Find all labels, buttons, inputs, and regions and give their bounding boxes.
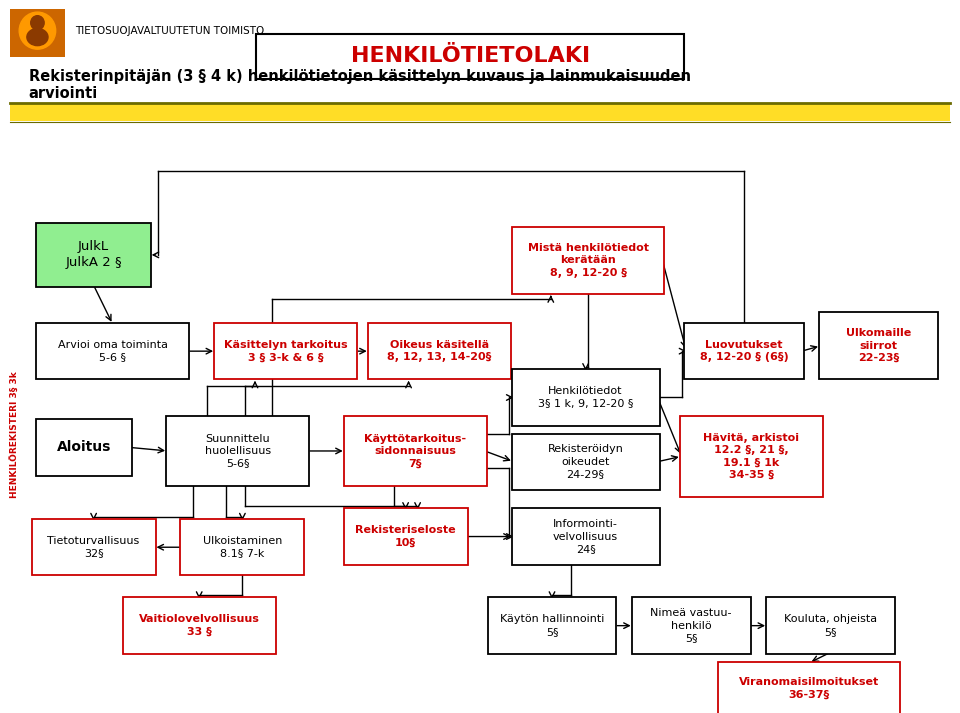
Text: Ulkomaille
siirrot
22-23§: Ulkomaille siirrot 22-23§ [846,329,911,363]
Text: TIETOSUOJAVALTUUTETUN TOIMISTO: TIETOSUOJAVALTUUTETUN TOIMISTO [75,26,264,36]
Bar [10,103,950,121]
Text: Nimeä vastuu-
henkilö
5§: Nimeä vastuu- henkilö 5§ [651,608,732,643]
Text: Henkilötiedot
3§ 1 k, 9, 12-20 §: Henkilötiedot 3§ 1 k, 9, 12-20 § [538,386,634,409]
FancyBboxPatch shape [632,597,751,654]
FancyBboxPatch shape [214,323,357,379]
Text: Kouluta, ohjeista
5§: Kouluta, ohjeista 5§ [783,615,877,637]
Text: Ulkoistaminen
8.1§ 7-k: Ulkoistaminen 8.1§ 7-k [203,536,282,558]
FancyBboxPatch shape [36,323,189,379]
Text: Hävitä, arkistoi
12.2 §, 21 §,
19.1 § 1k
34-35 §: Hävitä, arkistoi 12.2 §, 21 §, 19.1 § 1k… [703,433,799,480]
Text: Informointi-
velvollisuus
24§: Informointi- velvollisuus 24§ [553,519,618,554]
FancyBboxPatch shape [718,662,900,713]
Text: Oikeus käsitellä
8, 12, 13, 14-20§: Oikeus käsitellä 8, 12, 13, 14-20§ [387,340,492,362]
FancyBboxPatch shape [166,416,309,486]
FancyBboxPatch shape [819,312,938,379]
FancyBboxPatch shape [368,323,511,379]
Text: Käsittelyn tarkoitus
3 § 3-k & 6 §: Käsittelyn tarkoitus 3 § 3-k & 6 § [224,340,348,362]
FancyBboxPatch shape [344,508,468,565]
Ellipse shape [31,16,44,30]
Text: Rekisterinpitäjän (3 § 4 k) henkilötietojen käsittelyn kuvaus ja lainmukaisuuden: Rekisterinpitäjän (3 § 4 k) henkilötieto… [29,69,691,84]
Text: Arvioi oma toiminta
5-6 §: Arvioi oma toiminta 5-6 § [58,340,168,362]
FancyBboxPatch shape [36,419,132,476]
FancyBboxPatch shape [256,34,684,79]
FancyBboxPatch shape [10,9,65,57]
Text: Aloitus: Aloitus [57,441,111,454]
FancyBboxPatch shape [684,323,804,379]
Text: Viranomaisilmoitukset
36-37§: Viranomaisilmoitukset 36-37§ [738,677,879,699]
Ellipse shape [19,12,56,49]
Text: JulkL
JulkA 2 §: JulkL JulkA 2 § [65,240,122,270]
FancyBboxPatch shape [512,508,660,565]
Text: Mistä henkilötiedot
kerätään
8, 9, 12-20 §: Mistä henkilötiedot kerätään 8, 9, 12-20… [527,243,649,277]
FancyBboxPatch shape [512,434,660,490]
Text: HENKILÖREKISTERI 3§ 3k: HENKILÖREKISTERI 3§ 3k [11,371,20,498]
Text: Suunnittelu
huolellisuus
5-6§: Suunnittelu huolellisuus 5-6§ [204,434,271,468]
Ellipse shape [27,29,48,46]
FancyBboxPatch shape [180,519,304,575]
Text: arviointi: arviointi [29,86,98,101]
Text: Luovutukset
8, 12-20 § (6§): Luovutukset 8, 12-20 § (6§) [700,340,788,362]
FancyBboxPatch shape [512,369,660,426]
FancyBboxPatch shape [680,416,823,497]
FancyBboxPatch shape [32,519,156,575]
FancyBboxPatch shape [123,597,276,654]
FancyBboxPatch shape [766,597,895,654]
Text: HENKILÖTIETOLAKI: HENKILÖTIETOLAKI [350,46,590,66]
FancyBboxPatch shape [344,416,487,486]
Text: Rekisteröidyn
oikeudet
24-29§: Rekisteröidyn oikeudet 24-29§ [547,444,624,479]
Text: Tietoturvallisuus
32§: Tietoturvallisuus 32§ [47,536,140,558]
Text: Käytön hallinnointi
5§: Käytön hallinnointi 5§ [500,615,604,637]
FancyBboxPatch shape [512,227,664,294]
Text: Vaitiolovelvollisuus
33 §: Vaitiolovelvollisuus 33 § [139,615,259,637]
FancyBboxPatch shape [36,223,151,287]
Text: Rekisteriseloste
10§: Rekisteriseloste 10§ [355,525,456,548]
Text: Käyttötarkoitus-
sidonnaisuus
7§: Käyttötarkoitus- sidonnaisuus 7§ [364,434,467,468]
FancyBboxPatch shape [488,597,616,654]
